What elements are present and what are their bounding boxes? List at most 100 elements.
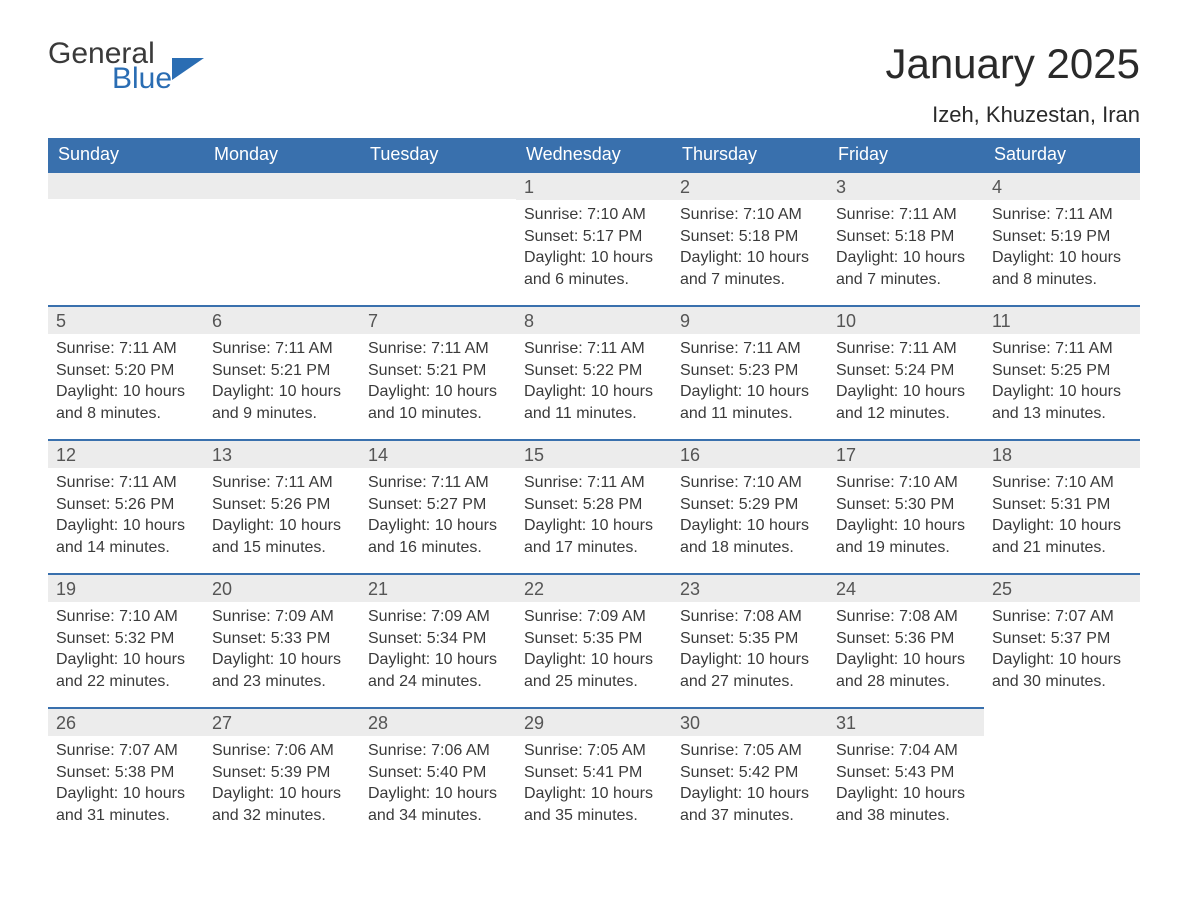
sunrise-line: Sunrise: 7:11 AM bbox=[368, 472, 508, 494]
day-number: 15 bbox=[516, 439, 672, 468]
day-details: Sunrise: 7:09 AMSunset: 5:33 PMDaylight:… bbox=[204, 602, 360, 700]
sunrise-line: Sunrise: 7:09 AM bbox=[212, 606, 352, 628]
calendar-week-row: 26Sunrise: 7:07 AMSunset: 5:38 PMDayligh… bbox=[48, 707, 1140, 841]
calendar-day-cell bbox=[204, 171, 360, 305]
logo-triangle-icon bbox=[172, 58, 204, 80]
day-details: Sunrise: 7:07 AMSunset: 5:37 PMDaylight:… bbox=[984, 602, 1140, 700]
daylight-line: Daylight: 10 hours and 16 minutes. bbox=[368, 515, 508, 558]
sunrise-line: Sunrise: 7:10 AM bbox=[836, 472, 976, 494]
day-number: 29 bbox=[516, 707, 672, 736]
calendar-day-cell: 1Sunrise: 7:10 AMSunset: 5:17 PMDaylight… bbox=[516, 171, 672, 305]
day-number: 4 bbox=[984, 171, 1140, 200]
page-title: January 2025 bbox=[885, 40, 1140, 88]
calendar-week-row: 12Sunrise: 7:11 AMSunset: 5:26 PMDayligh… bbox=[48, 439, 1140, 573]
calendar-day-cell bbox=[360, 171, 516, 305]
day-details: Sunrise: 7:07 AMSunset: 5:38 PMDaylight:… bbox=[48, 736, 204, 834]
calendar-day-cell: 14Sunrise: 7:11 AMSunset: 5:27 PMDayligh… bbox=[360, 439, 516, 573]
calendar-day-cell: 30Sunrise: 7:05 AMSunset: 5:42 PMDayligh… bbox=[672, 707, 828, 841]
calendar-day-cell: 10Sunrise: 7:11 AMSunset: 5:24 PMDayligh… bbox=[828, 305, 984, 439]
day-number: 5 bbox=[48, 305, 204, 334]
day-details: Sunrise: 7:11 AMSunset: 5:21 PMDaylight:… bbox=[360, 334, 516, 432]
calendar-table: SundayMondayTuesdayWednesdayThursdayFrid… bbox=[48, 138, 1140, 841]
sunrise-line: Sunrise: 7:11 AM bbox=[680, 338, 820, 360]
sunset-line: Sunset: 5:21 PM bbox=[212, 360, 352, 382]
sunrise-line: Sunrise: 7:06 AM bbox=[368, 740, 508, 762]
calendar-week-row: 19Sunrise: 7:10 AMSunset: 5:32 PMDayligh… bbox=[48, 573, 1140, 707]
weekday-header: Monday bbox=[204, 138, 360, 171]
day-details: Sunrise: 7:11 AMSunset: 5:25 PMDaylight:… bbox=[984, 334, 1140, 432]
sunrise-line: Sunrise: 7:05 AM bbox=[524, 740, 664, 762]
sunrise-line: Sunrise: 7:08 AM bbox=[836, 606, 976, 628]
calendar-week-row: 1Sunrise: 7:10 AMSunset: 5:17 PMDaylight… bbox=[48, 171, 1140, 305]
sunset-line: Sunset: 5:26 PM bbox=[56, 494, 196, 516]
calendar-day-cell: 22Sunrise: 7:09 AMSunset: 5:35 PMDayligh… bbox=[516, 573, 672, 707]
day-details: Sunrise: 7:06 AMSunset: 5:39 PMDaylight:… bbox=[204, 736, 360, 834]
daylight-line: Daylight: 10 hours and 37 minutes. bbox=[680, 783, 820, 826]
daylight-line: Daylight: 10 hours and 30 minutes. bbox=[992, 649, 1132, 692]
day-details: Sunrise: 7:11 AMSunset: 5:27 PMDaylight:… bbox=[360, 468, 516, 566]
sunrise-line: Sunrise: 7:11 AM bbox=[836, 338, 976, 360]
day-details: Sunrise: 7:10 AMSunset: 5:31 PMDaylight:… bbox=[984, 468, 1140, 566]
day-number: 13 bbox=[204, 439, 360, 468]
calendar-week-row: 5Sunrise: 7:11 AMSunset: 5:20 PMDaylight… bbox=[48, 305, 1140, 439]
sunset-line: Sunset: 5:19 PM bbox=[992, 226, 1132, 248]
empty-daynum bbox=[48, 171, 204, 199]
day-details: Sunrise: 7:08 AMSunset: 5:35 PMDaylight:… bbox=[672, 602, 828, 700]
calendar-day-cell: 27Sunrise: 7:06 AMSunset: 5:39 PMDayligh… bbox=[204, 707, 360, 841]
sunset-line: Sunset: 5:33 PM bbox=[212, 628, 352, 650]
daylight-line: Daylight: 10 hours and 7 minutes. bbox=[680, 247, 820, 290]
day-number: 12 bbox=[48, 439, 204, 468]
day-number: 19 bbox=[48, 573, 204, 602]
title-block: January 2025 Izeh, Khuzestan, Iran bbox=[885, 40, 1140, 128]
sunrise-line: Sunrise: 7:07 AM bbox=[992, 606, 1132, 628]
calendar-day-cell: 17Sunrise: 7:10 AMSunset: 5:30 PMDayligh… bbox=[828, 439, 984, 573]
daylight-line: Daylight: 10 hours and 17 minutes. bbox=[524, 515, 664, 558]
day-details: Sunrise: 7:04 AMSunset: 5:43 PMDaylight:… bbox=[828, 736, 984, 834]
calendar-day-cell: 18Sunrise: 7:10 AMSunset: 5:31 PMDayligh… bbox=[984, 439, 1140, 573]
day-details: Sunrise: 7:11 AMSunset: 5:23 PMDaylight:… bbox=[672, 334, 828, 432]
sunrise-line: Sunrise: 7:09 AM bbox=[524, 606, 664, 628]
sunrise-line: Sunrise: 7:11 AM bbox=[212, 472, 352, 494]
day-number: 10 bbox=[828, 305, 984, 334]
calendar-body: 1Sunrise: 7:10 AMSunset: 5:17 PMDaylight… bbox=[48, 171, 1140, 841]
location-subtitle: Izeh, Khuzestan, Iran bbox=[885, 102, 1140, 128]
sunset-line: Sunset: 5:18 PM bbox=[680, 226, 820, 248]
calendar-day-cell: 2Sunrise: 7:10 AMSunset: 5:18 PMDaylight… bbox=[672, 171, 828, 305]
day-number: 22 bbox=[516, 573, 672, 602]
sunrise-line: Sunrise: 7:11 AM bbox=[524, 472, 664, 494]
calendar-day-cell: 4Sunrise: 7:11 AMSunset: 5:19 PMDaylight… bbox=[984, 171, 1140, 305]
calendar-day-cell: 23Sunrise: 7:08 AMSunset: 5:35 PMDayligh… bbox=[672, 573, 828, 707]
day-number: 9 bbox=[672, 305, 828, 334]
sunrise-line: Sunrise: 7:10 AM bbox=[992, 472, 1132, 494]
day-number: 14 bbox=[360, 439, 516, 468]
day-details: Sunrise: 7:11 AMSunset: 5:26 PMDaylight:… bbox=[204, 468, 360, 566]
day-details: Sunrise: 7:11 AMSunset: 5:28 PMDaylight:… bbox=[516, 468, 672, 566]
logo-text-blue: Blue bbox=[48, 65, 172, 94]
weekday-header: Sunday bbox=[48, 138, 204, 171]
weekday-header: Tuesday bbox=[360, 138, 516, 171]
day-details: Sunrise: 7:11 AMSunset: 5:24 PMDaylight:… bbox=[828, 334, 984, 432]
sunset-line: Sunset: 5:20 PM bbox=[56, 360, 196, 382]
day-number: 7 bbox=[360, 305, 516, 334]
sunrise-line: Sunrise: 7:05 AM bbox=[680, 740, 820, 762]
header-row: General Blue January 2025 Izeh, Khuzesta… bbox=[48, 40, 1140, 128]
calendar-day-cell bbox=[48, 171, 204, 305]
daylight-line: Daylight: 10 hours and 10 minutes. bbox=[368, 381, 508, 424]
day-number: 23 bbox=[672, 573, 828, 602]
logo: General Blue bbox=[48, 40, 204, 93]
day-details: Sunrise: 7:05 AMSunset: 5:41 PMDaylight:… bbox=[516, 736, 672, 834]
daylight-line: Daylight: 10 hours and 25 minutes. bbox=[524, 649, 664, 692]
day-details: Sunrise: 7:09 AMSunset: 5:34 PMDaylight:… bbox=[360, 602, 516, 700]
daylight-line: Daylight: 10 hours and 8 minutes. bbox=[992, 247, 1132, 290]
calendar-day-cell: 9Sunrise: 7:11 AMSunset: 5:23 PMDaylight… bbox=[672, 305, 828, 439]
daylight-line: Daylight: 10 hours and 31 minutes. bbox=[56, 783, 196, 826]
day-details: Sunrise: 7:10 AMSunset: 5:29 PMDaylight:… bbox=[672, 468, 828, 566]
sunset-line: Sunset: 5:24 PM bbox=[836, 360, 976, 382]
calendar-day-cell: 11Sunrise: 7:11 AMSunset: 5:25 PMDayligh… bbox=[984, 305, 1140, 439]
day-details: Sunrise: 7:08 AMSunset: 5:36 PMDaylight:… bbox=[828, 602, 984, 700]
sunrise-line: Sunrise: 7:11 AM bbox=[56, 338, 196, 360]
sunset-line: Sunset: 5:37 PM bbox=[992, 628, 1132, 650]
calendar-day-cell: 20Sunrise: 7:09 AMSunset: 5:33 PMDayligh… bbox=[204, 573, 360, 707]
sunset-line: Sunset: 5:27 PM bbox=[368, 494, 508, 516]
daylight-line: Daylight: 10 hours and 32 minutes. bbox=[212, 783, 352, 826]
